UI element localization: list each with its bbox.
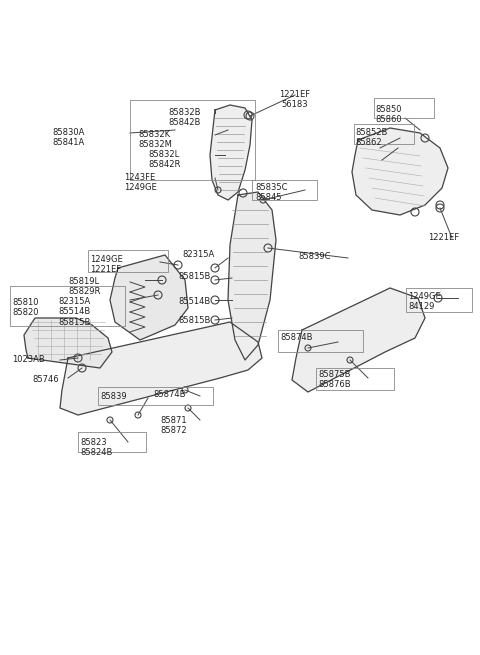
Bar: [130, 100, 255, 180]
Text: 85514B: 85514B: [178, 297, 210, 306]
Text: 85874B: 85874B: [280, 333, 312, 342]
Text: 85839: 85839: [100, 392, 127, 401]
Text: 85871
85872: 85871 85872: [160, 416, 187, 436]
Bar: [316, 368, 394, 390]
Polygon shape: [292, 288, 425, 392]
Bar: [278, 330, 363, 352]
Text: 1221EF: 1221EF: [428, 233, 459, 242]
Bar: [374, 98, 434, 118]
Text: 85815B: 85815B: [178, 316, 210, 325]
Text: 85823
85824B: 85823 85824B: [80, 438, 112, 457]
Text: 85819L
85829R: 85819L 85829R: [68, 277, 100, 297]
Text: 1249GE
1221EF: 1249GE 1221EF: [90, 255, 123, 274]
Text: 82315A: 82315A: [182, 250, 214, 259]
Text: 85832L
85842R: 85832L 85842R: [148, 150, 180, 170]
Bar: [98, 387, 213, 405]
Polygon shape: [228, 192, 276, 360]
Text: 85810
85820: 85810 85820: [12, 298, 38, 318]
Text: 85815B: 85815B: [178, 272, 210, 281]
Text: 85830A
85841A: 85830A 85841A: [52, 128, 84, 147]
Bar: [78, 432, 146, 452]
Text: 85875B
85876B: 85875B 85876B: [318, 370, 350, 390]
Bar: [252, 180, 317, 200]
Polygon shape: [60, 322, 262, 415]
Text: 85839C: 85839C: [298, 252, 331, 261]
Polygon shape: [352, 128, 448, 215]
Polygon shape: [210, 105, 252, 200]
Polygon shape: [110, 255, 188, 340]
Bar: [354, 124, 414, 144]
Bar: [406, 288, 472, 312]
Text: 1221EF
56183: 1221EF 56183: [279, 90, 311, 109]
Text: 85852B
85862: 85852B 85862: [355, 128, 387, 147]
Text: 85832B
85842B: 85832B 85842B: [168, 108, 201, 128]
Bar: [88, 250, 168, 272]
Text: 85746: 85746: [32, 375, 59, 384]
Polygon shape: [24, 318, 112, 368]
Text: 82315A
85514B
85815B: 82315A 85514B 85815B: [58, 297, 90, 327]
Text: 85832K
85832M: 85832K 85832M: [138, 130, 172, 149]
Text: 85850
85860: 85850 85860: [375, 105, 402, 124]
Text: 85835C
85845: 85835C 85845: [255, 183, 288, 202]
Bar: [10, 286, 125, 326]
Text: 85874B: 85874B: [153, 390, 185, 399]
Text: 1243FE
1249GE: 1243FE 1249GE: [124, 173, 157, 193]
Text: 1023AB: 1023AB: [12, 355, 45, 364]
Text: 1249GE
84129: 1249GE 84129: [408, 292, 441, 311]
